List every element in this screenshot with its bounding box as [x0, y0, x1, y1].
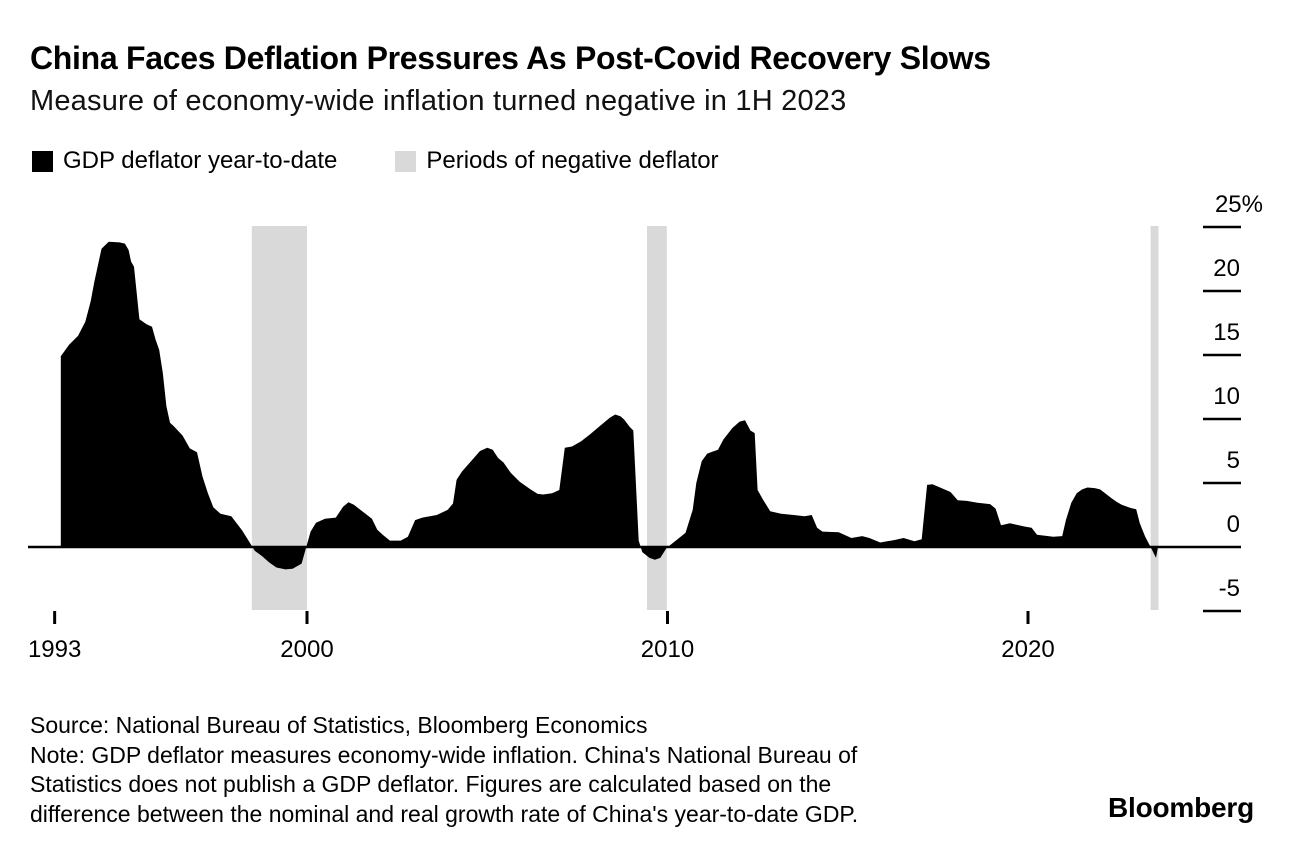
- source-text: Source: National Bureau of Statistics, B…: [30, 712, 648, 738]
- legend-area-swatch-icon: [32, 150, 53, 172]
- note-line: difference between the nominal and real …: [30, 800, 859, 827]
- legend-item-deflator: GDP deflator year-to-date: [32, 147, 337, 175]
- x-axis-label: 2010: [641, 636, 694, 663]
- y-axis-label: -5: [1219, 575, 1240, 602]
- y-axis-label: 5: [1227, 447, 1240, 474]
- y-axis-label: 10: [1213, 383, 1240, 410]
- bloomberg-logo: Bloomberg: [1108, 792, 1254, 823]
- legend-band-swatch-icon: [395, 150, 417, 172]
- legend-item-negative-periods: Periods of negative deflator: [395, 147, 719, 175]
- chart-subtitle: Measure of economy-wide inflation turned…: [30, 85, 847, 117]
- x-axis-label: 2020: [1001, 636, 1054, 663]
- y-axis-label: 20: [1213, 255, 1240, 282]
- deflator-area: [60, 241, 1158, 570]
- y-axis-label: 15: [1213, 319, 1240, 346]
- chart-title: China Faces Deflation Pressures As Post-…: [30, 40, 991, 76]
- note-line: Note: GDP deflator measures economy-wide…: [30, 741, 858, 768]
- negative-period-band: [1150, 226, 1159, 610]
- chart-legend: GDP deflator year-to-date Periods of neg…: [32, 147, 719, 175]
- x-axis-label: 2000: [280, 636, 333, 663]
- note-line: Statistics does not publish a GDP deflat…: [30, 771, 832, 797]
- negative-period-band: [647, 226, 667, 610]
- legend-area-label: GDP deflator year-to-date: [63, 147, 338, 174]
- legend-band-label: Periods of negative deflator: [426, 147, 719, 174]
- x-axis-label: 1993: [28, 636, 81, 663]
- y-axis-label: 25%: [1215, 191, 1263, 218]
- footer-text-block: Source: National Bureau of Statistics, B…: [30, 711, 858, 829]
- y-axis-label: 0: [1227, 511, 1240, 538]
